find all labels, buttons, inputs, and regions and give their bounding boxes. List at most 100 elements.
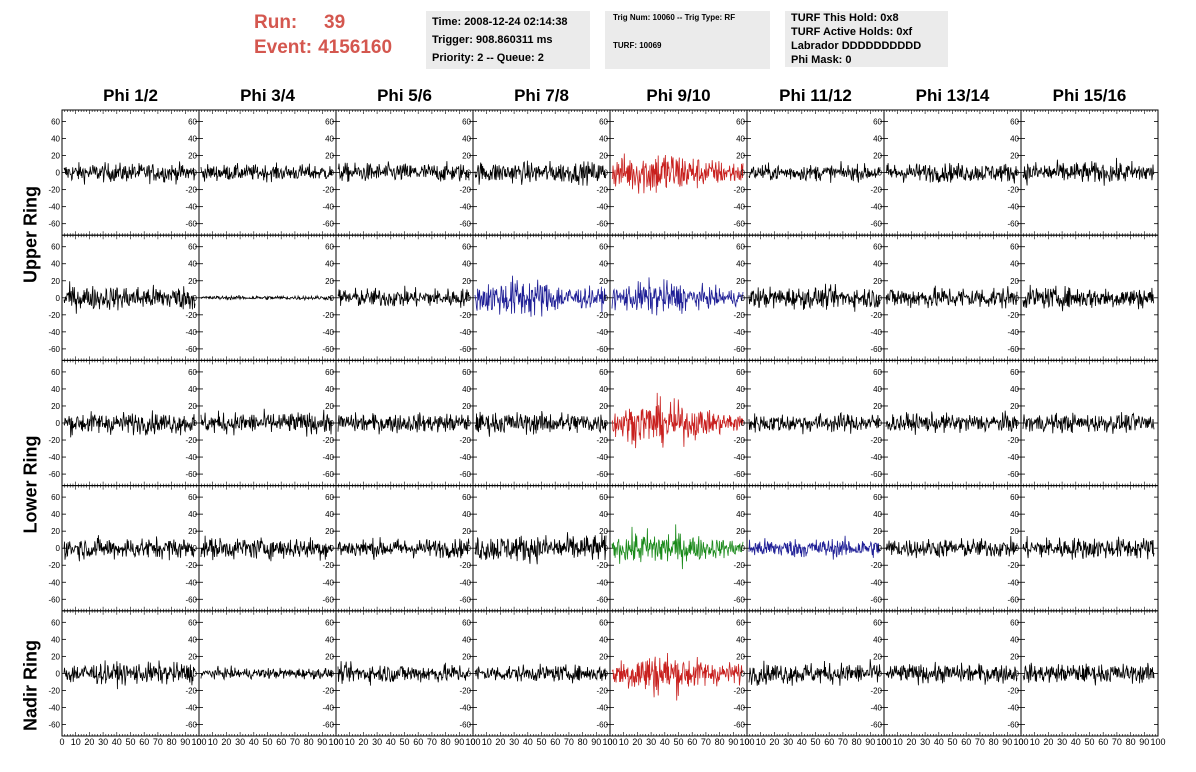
y-tick-label: 20 (188, 402, 197, 411)
y-tick-label: 60 (51, 243, 60, 252)
y-tick-label: 60 (325, 618, 334, 627)
y-tick-label: 20 (873, 152, 882, 161)
y-tick-label: -40 (322, 203, 334, 212)
y-tick-label: 60 (1010, 368, 1019, 377)
y-tick-label: 60 (51, 618, 60, 627)
y-tick-label: 60 (462, 618, 471, 627)
y-tick-label: 0 (741, 669, 746, 678)
x-tick-label: 10 (1030, 737, 1040, 747)
y-tick-label: 60 (873, 618, 882, 627)
waveform-trace (337, 537, 470, 560)
x-tick-label: 0 (607, 737, 612, 747)
y-tick-label: 20 (1010, 402, 1019, 411)
y-tick-label: -40 (1007, 203, 1019, 212)
y-tick-label: 20 (1010, 652, 1019, 661)
y-tick-label: -60 (870, 220, 882, 229)
y-tick-label: 40 (188, 135, 197, 144)
waveform-trace (200, 408, 333, 437)
x-tick-label: 90 (1002, 737, 1012, 747)
y-tick-label: -20 (48, 686, 60, 695)
waveform-panel: -60 -40 -20 0 20 40 60 (322, 359, 474, 487)
waveform-trace (200, 665, 333, 681)
y-tick-label: 0 (330, 294, 335, 303)
waveform-trace (474, 663, 607, 684)
x-tick-label: 50 (1084, 737, 1094, 747)
y-tick-label: -40 (596, 578, 608, 587)
x-tick-label: 20 (221, 737, 231, 747)
waveform-panel: -60 -40 -20 0 20 40 60 (1007, 109, 1159, 236)
y-tick-label: -20 (459, 561, 471, 570)
y-tick-label: 0 (741, 544, 746, 553)
y-tick-label: 40 (325, 260, 334, 269)
y-tick-label: 0 (330, 169, 335, 178)
x-tick-label: 10 (208, 737, 218, 747)
y-tick-label: -20 (459, 186, 471, 195)
waveform-panel: -60 -40 -20 0 20 40 60 (596, 610, 748, 737)
y-tick-label: 20 (462, 527, 471, 536)
y-tick-label: -60 (48, 345, 60, 354)
y-tick-label: -40 (459, 703, 471, 712)
y-tick-label: 0 (193, 544, 198, 553)
waveform-trace (611, 277, 744, 316)
x-tick-label: 10 (619, 737, 629, 747)
x-tick-label: 20 (495, 737, 505, 747)
y-tick-label: 0 (467, 669, 472, 678)
y-tick-label: 60 (462, 493, 471, 502)
waveform-trace (748, 283, 881, 312)
x-tick-label: 0 (59, 737, 64, 747)
x-tick-label: 70 (290, 737, 300, 747)
y-tick-label: 0 (330, 544, 335, 553)
y-tick-label: -40 (322, 328, 334, 337)
x-tick-label: 70 (701, 737, 711, 747)
waveform-trace (200, 162, 333, 183)
phi-mask-text: Phi Mask: 0 (791, 54, 852, 66)
x-tick-label: 100 (328, 737, 343, 747)
y-tick-label: 40 (188, 260, 197, 269)
y-tick-label: 0 (56, 544, 61, 553)
y-tick-label: -60 (733, 720, 745, 729)
waveform-panel: -60 -40 -20 0 20 40 60 (870, 109, 1022, 236)
y-tick-label: 0 (878, 169, 883, 178)
x-tick-label: 90 (865, 737, 875, 747)
column-header-phi-7-8: Phi 7/8 (514, 86, 569, 105)
y-tick-label: 60 (462, 118, 471, 127)
y-tick-label: 60 (325, 368, 334, 377)
y-tick-label: -20 (1007, 186, 1019, 195)
y-tick-label: -60 (322, 720, 334, 729)
y-tick-label: 60 (188, 493, 197, 502)
x-tick-label: 0 (333, 737, 338, 747)
y-tick-label: 60 (462, 243, 471, 252)
x-tick-label: 90 (180, 737, 190, 747)
y-tick-label: 40 (325, 135, 334, 144)
y-tick-label: -20 (596, 311, 608, 320)
y-tick-label: 20 (1010, 277, 1019, 286)
y-tick-label: 40 (1010, 635, 1019, 644)
y-tick-label: -60 (322, 595, 334, 604)
x-tick-label: 80 (441, 737, 451, 747)
y-tick-label: 20 (599, 527, 608, 536)
waveform-panel: -60 -40 -20 0 20 40 60 (48, 359, 200, 487)
x-tick-label: 60 (139, 737, 149, 747)
x-tick-label: 100 (191, 737, 206, 747)
y-tick-label: 0 (467, 419, 472, 428)
x-tick-label: 90 (317, 737, 327, 747)
waveform-panel: -60 -40 -20 0 20 40 60 (596, 109, 748, 236)
y-tick-label: -40 (185, 453, 197, 462)
y-tick-label: -40 (1007, 453, 1019, 462)
y-tick-label: -60 (185, 220, 197, 229)
y-tick-label: -40 (48, 703, 60, 712)
y-tick-label: -40 (733, 578, 745, 587)
x-tick-label: 10 (893, 737, 903, 747)
y-tick-label: 20 (736, 152, 745, 161)
y-tick-label: 0 (604, 169, 609, 178)
y-tick-label: -60 (185, 720, 197, 729)
x-tick-label: 80 (989, 737, 999, 747)
y-tick-label: 40 (599, 260, 608, 269)
waveform-panel: -60 -40 -20 0 20 40 60 (322, 234, 474, 361)
x-tick-label: 40 (249, 737, 259, 747)
run-line: Run: 39 (254, 10, 419, 35)
y-tick-label: -40 (870, 203, 882, 212)
x-tick-label: 30 (920, 737, 930, 747)
waveform-trace (1022, 157, 1155, 186)
